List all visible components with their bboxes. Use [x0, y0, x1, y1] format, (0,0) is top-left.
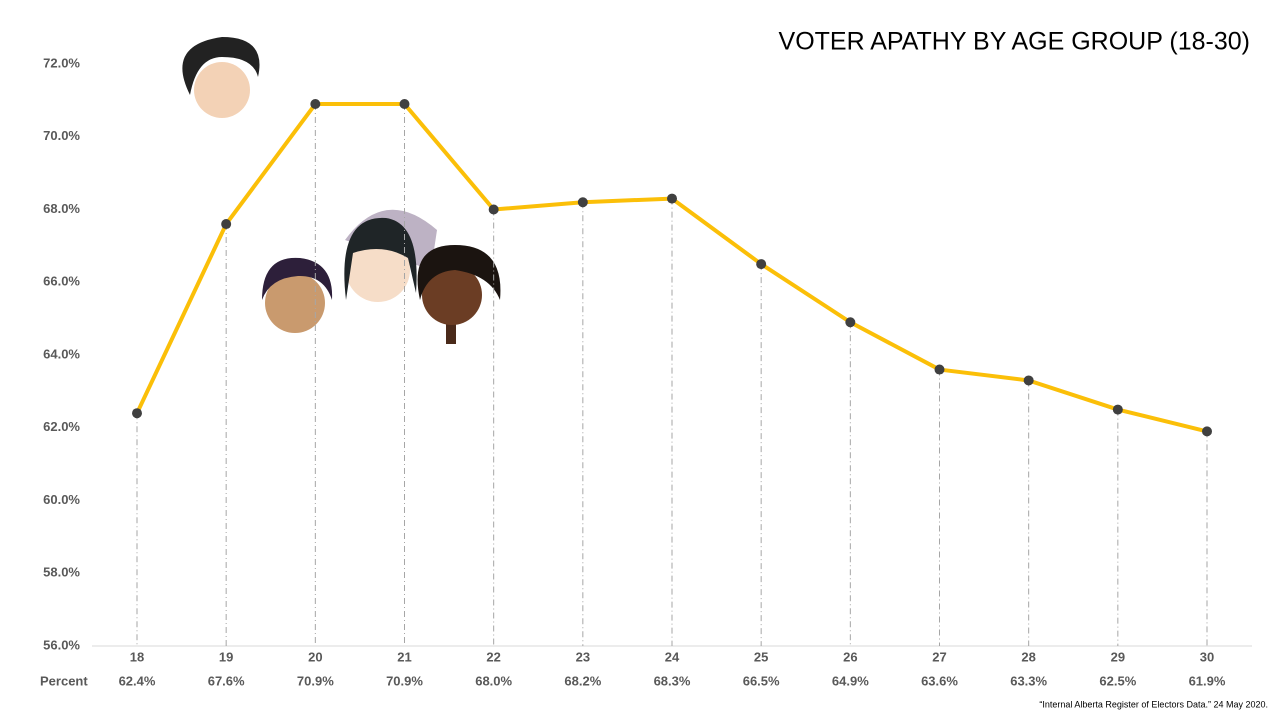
y-tick-label: 70.0%	[43, 128, 80, 143]
chart-title: VOTER APATHY BY AGE GROUP (18-30)	[779, 28, 1250, 56]
table-value: 63.6%	[921, 673, 958, 688]
y-tick-label: 62.0%	[43, 419, 80, 434]
data-point	[310, 99, 321, 110]
data-point	[1112, 404, 1123, 415]
x-tick-label: 20	[308, 649, 322, 664]
table-value: 68.3%	[654, 673, 691, 688]
table-value: 67.6%	[208, 673, 245, 688]
x-tick-label: 23	[576, 649, 590, 664]
y-tick-label: 68.0%	[43, 201, 80, 216]
table-row-label: Percent	[40, 673, 88, 688]
table-value: 62.4%	[119, 673, 156, 688]
x-tick-label: 30	[1200, 649, 1214, 664]
data-point	[577, 197, 588, 208]
x-tick-label: 24	[665, 649, 680, 664]
x-tick-label: 29	[1111, 649, 1125, 664]
x-tick-label: 21	[397, 649, 411, 664]
data-point	[132, 408, 142, 419]
table-value: 68.2%	[564, 673, 601, 688]
data-point	[221, 219, 232, 230]
data-point	[756, 259, 767, 270]
table-value: 64.9%	[832, 673, 869, 688]
x-tick-label: 25	[754, 649, 768, 664]
x-tick-label: 19	[219, 649, 233, 664]
table-value: 66.5%	[743, 673, 780, 688]
data-point	[934, 364, 945, 375]
data-point	[488, 204, 499, 215]
table-value: 68.0%	[475, 673, 512, 688]
data-point	[1023, 375, 1034, 386]
source-note: “Internal Alberta Register of Electors D…	[1039, 699, 1268, 709]
table-value: 62.5%	[1099, 673, 1136, 688]
table-value: 70.9%	[297, 673, 334, 688]
face-icons	[182, 37, 501, 344]
y-tick-label: 66.0%	[43, 274, 80, 289]
table-value: 61.9%	[1189, 673, 1226, 688]
data-point	[667, 193, 677, 204]
data-point	[1202, 426, 1212, 437]
x-tick-label: 28	[1021, 649, 1035, 664]
data-point	[845, 317, 856, 328]
y-tick-label: 64.0%	[43, 346, 80, 361]
table-value: 70.9%	[386, 673, 423, 688]
y-tick-label: 60.0%	[43, 492, 80, 507]
y-tick-label: 56.0%	[43, 637, 80, 652]
x-tick-label: 26	[843, 649, 857, 664]
table-value: 63.3%	[1010, 673, 1047, 688]
x-tick-label: 18	[130, 649, 144, 664]
x-tick-label: 22	[486, 649, 500, 664]
y-tick-label: 72.0%	[43, 55, 80, 70]
y-tick-label: 58.0%	[43, 565, 80, 580]
data-point	[399, 99, 410, 110]
x-tick-label: 27	[932, 649, 946, 664]
